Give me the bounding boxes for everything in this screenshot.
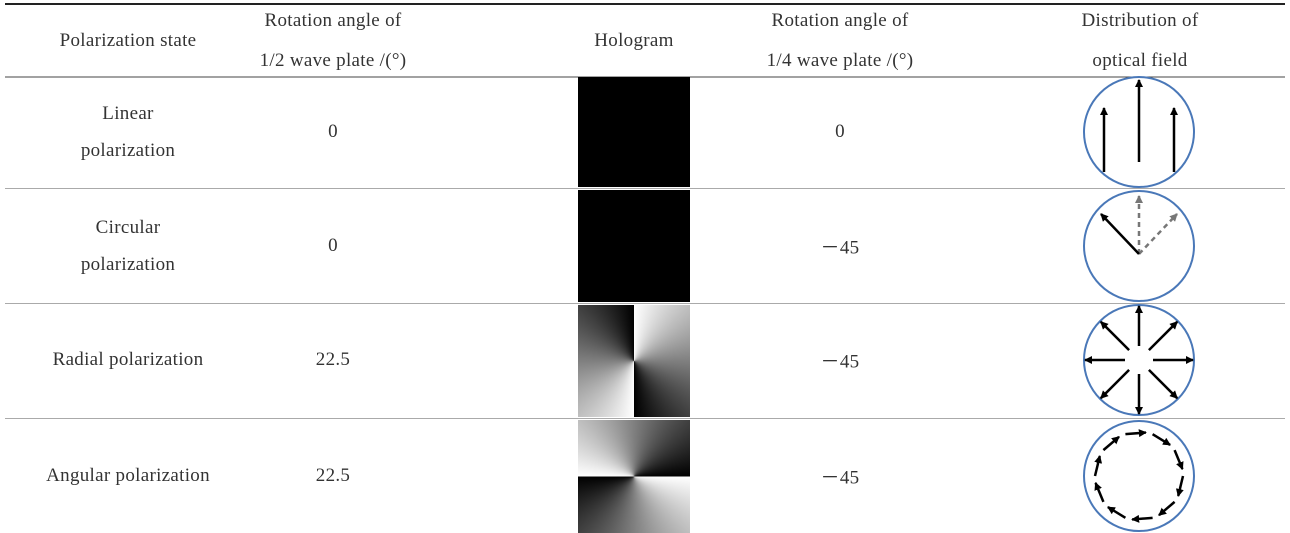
- cell-text: 1/2 wave plate /(°): [260, 50, 407, 72]
- cell-text: Rotation angle of: [264, 10, 401, 32]
- cell-text: Circular: [96, 217, 161, 239]
- cell-text: polarization: [81, 140, 175, 162]
- arrow: [1159, 502, 1175, 515]
- arrow: [1132, 518, 1152, 520]
- cell-text: －45: [821, 463, 860, 490]
- cell-text: Distribution of: [1082, 10, 1199, 32]
- cell-text: Angular polarization: [46, 465, 210, 487]
- cell-text: optical field: [1092, 50, 1187, 72]
- cell-text: Hologram: [594, 30, 673, 52]
- cell-text: 22.5: [316, 465, 350, 487]
- arrow: [1153, 434, 1171, 445]
- cell-text: －45: [821, 347, 860, 374]
- field-circle: [1084, 421, 1194, 531]
- arrow: [1125, 433, 1145, 435]
- arrow: [1178, 476, 1183, 496]
- arrow: [1101, 214, 1139, 254]
- arrow: [1175, 450, 1183, 469]
- cell-text: Rotation angle of: [771, 10, 908, 32]
- cell-text: 0: [328, 121, 338, 143]
- hologram: [578, 190, 690, 302]
- cell-text: 22.5: [316, 349, 350, 371]
- arrow: [1103, 437, 1119, 450]
- arrow: [1149, 370, 1177, 398]
- arrow: [1096, 483, 1104, 502]
- cell-text: Radial polarization: [53, 349, 204, 371]
- cell-text: Linear: [102, 103, 153, 125]
- hologram: [578, 305, 690, 417]
- arrow: [1149, 322, 1177, 350]
- hologram: [578, 420, 690, 533]
- cell-text: Polarization state: [60, 30, 197, 52]
- arrow: [1101, 370, 1129, 398]
- hologram: [578, 77, 690, 187]
- arrow: [1108, 507, 1126, 518]
- cell-text: 1/4 wave plate /(°): [767, 50, 914, 72]
- cell-text: 0: [835, 121, 845, 143]
- cell-text: 0: [328, 235, 338, 257]
- cell-text: polarization: [81, 254, 175, 276]
- arrow: [1095, 456, 1100, 476]
- arrow: [1139, 214, 1177, 254]
- page: {"table":{"header":[["Polarization state…: [0, 0, 1290, 533]
- cell-text: －45: [821, 233, 860, 260]
- arrow: [1101, 322, 1129, 350]
